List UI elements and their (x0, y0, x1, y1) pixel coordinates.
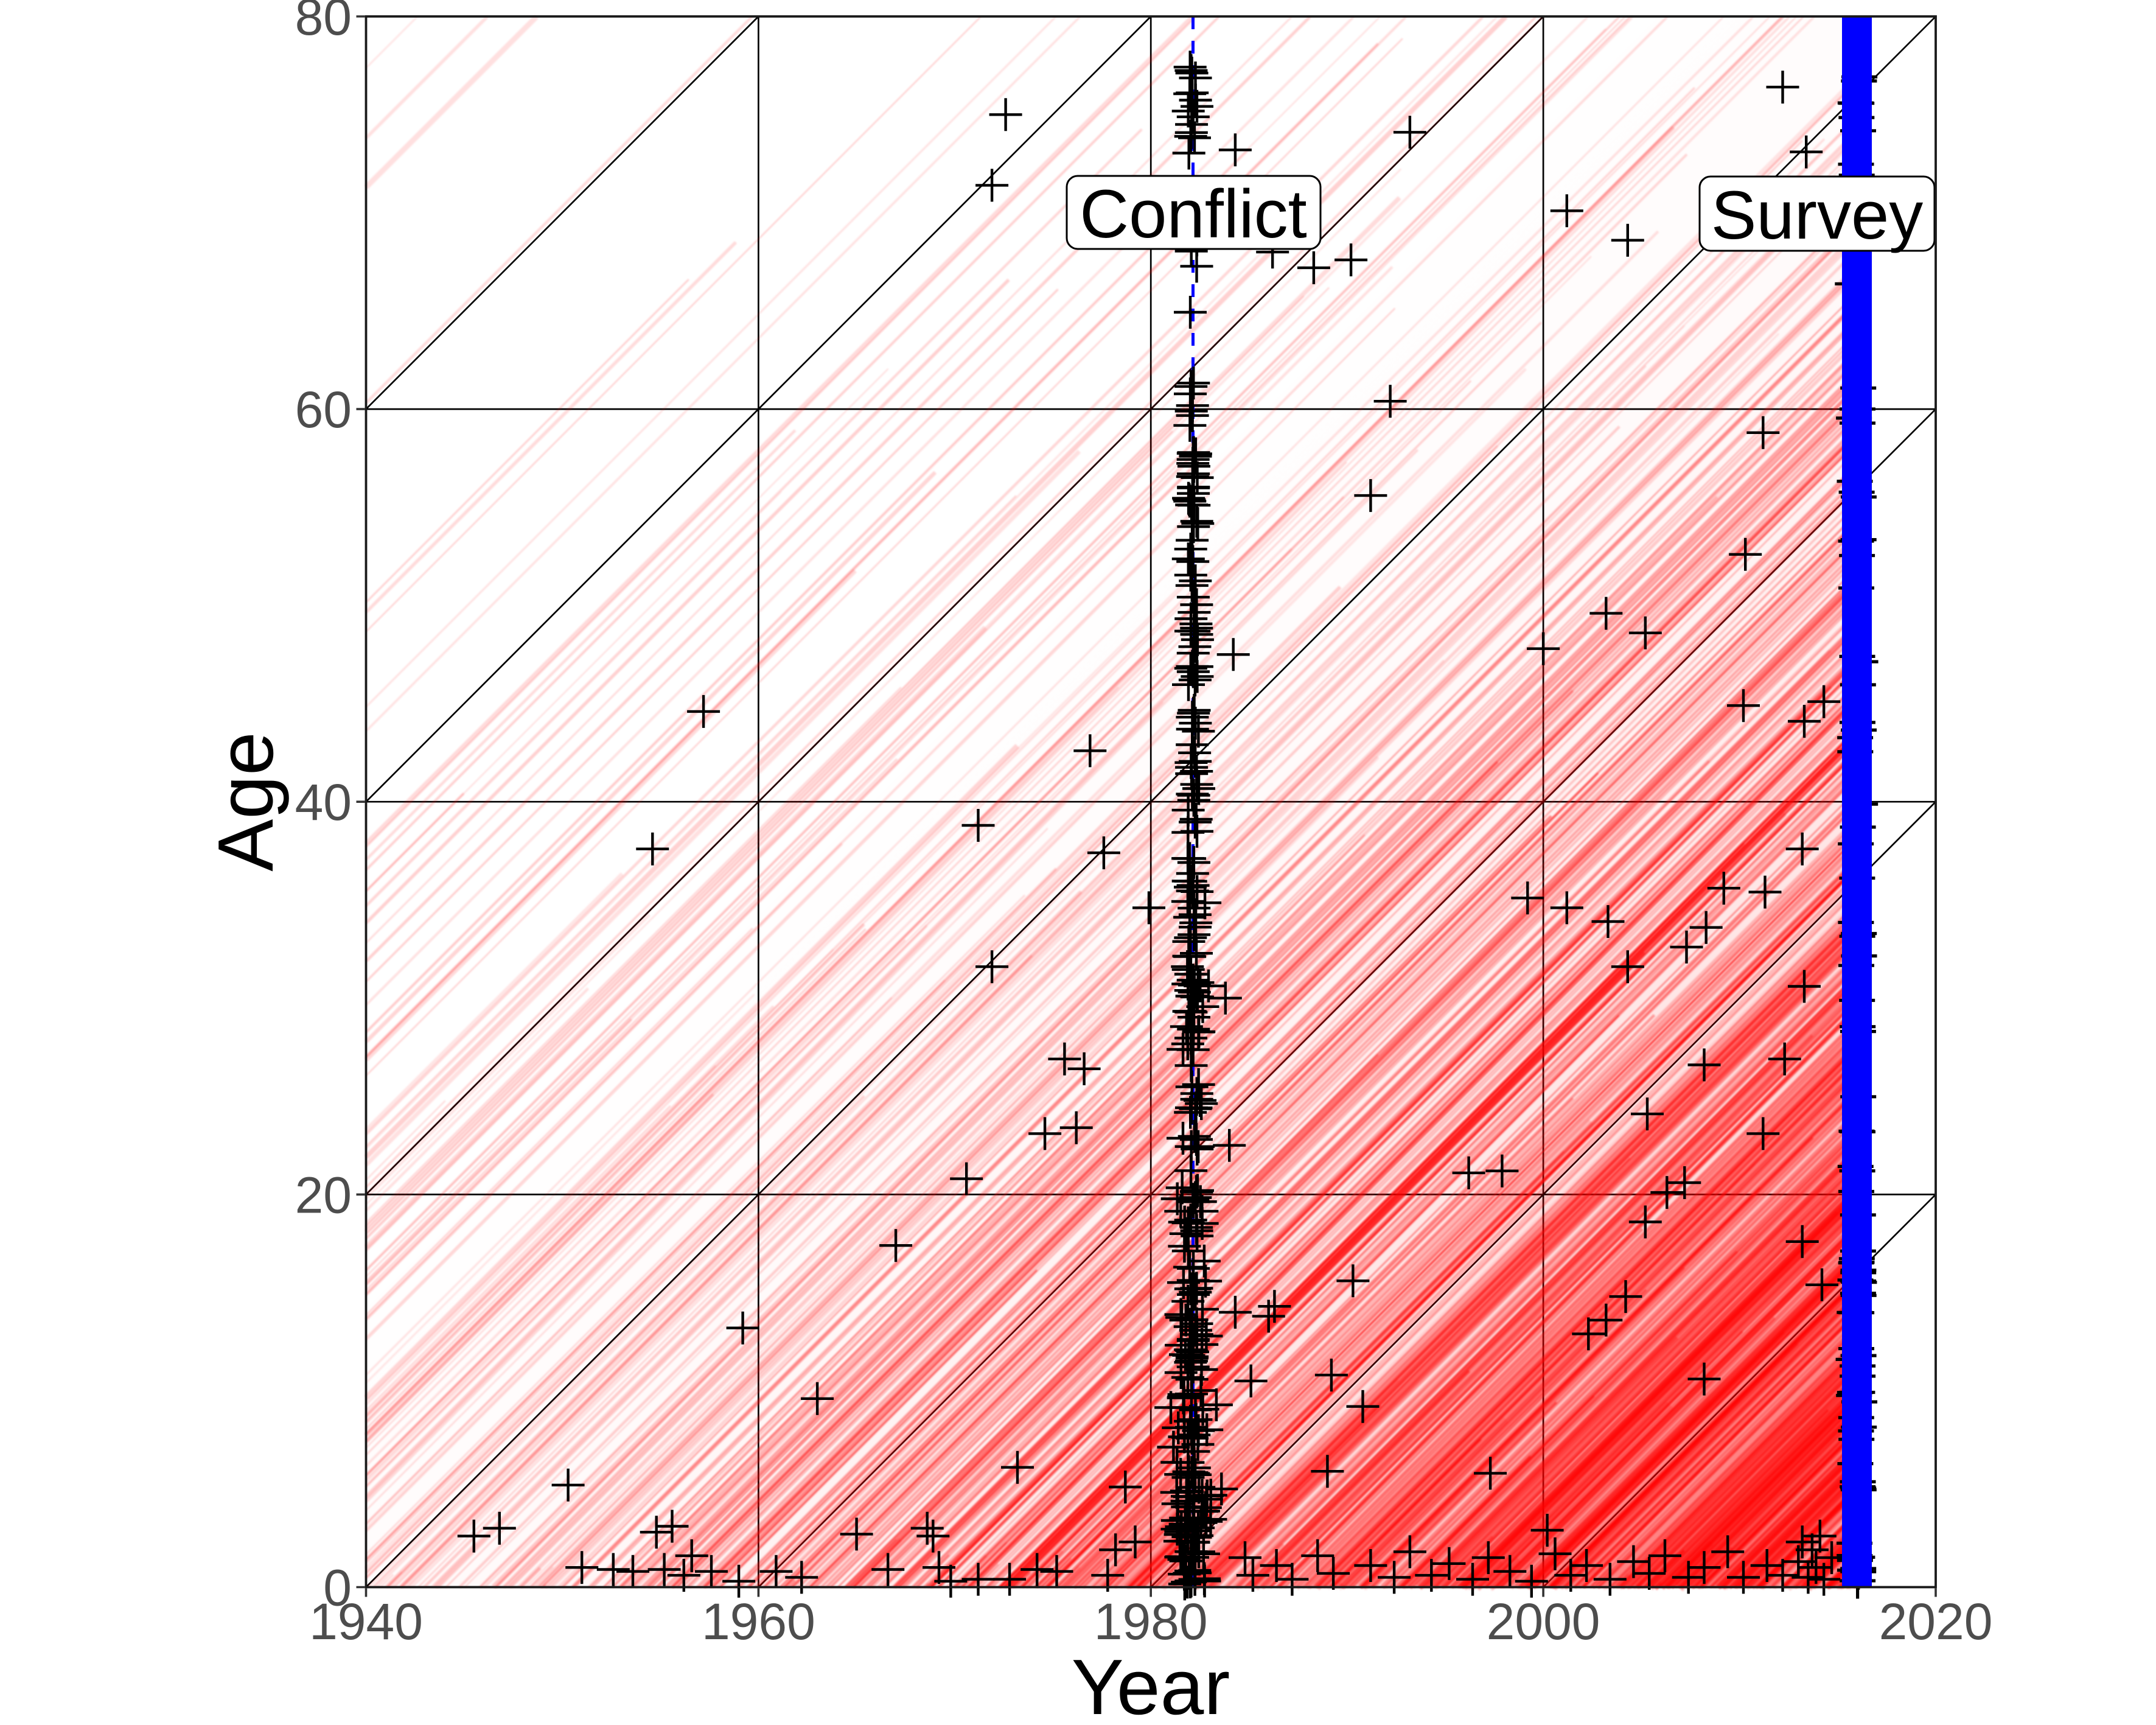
svg-text:2020: 2020 (1879, 1593, 1993, 1650)
svg-text:Age: Age (202, 732, 290, 872)
svg-text:20: 20 (295, 1166, 352, 1223)
svg-text:1960: 1960 (702, 1593, 815, 1650)
svg-text:80: 80 (295, 0, 352, 46)
svg-text:1980: 1980 (1094, 1593, 1208, 1650)
svg-text:0: 0 (323, 1559, 352, 1617)
svg-text:Conflict: Conflict (1080, 176, 1307, 252)
svg-text:1940: 1940 (309, 1593, 423, 1650)
svg-text:2000: 2000 (1487, 1593, 1600, 1650)
svg-text:40: 40 (295, 774, 352, 831)
svg-text:Year: Year (1072, 1643, 1230, 1725)
svg-text:60: 60 (295, 381, 352, 438)
svg-text:Survey: Survey (1711, 177, 1924, 253)
